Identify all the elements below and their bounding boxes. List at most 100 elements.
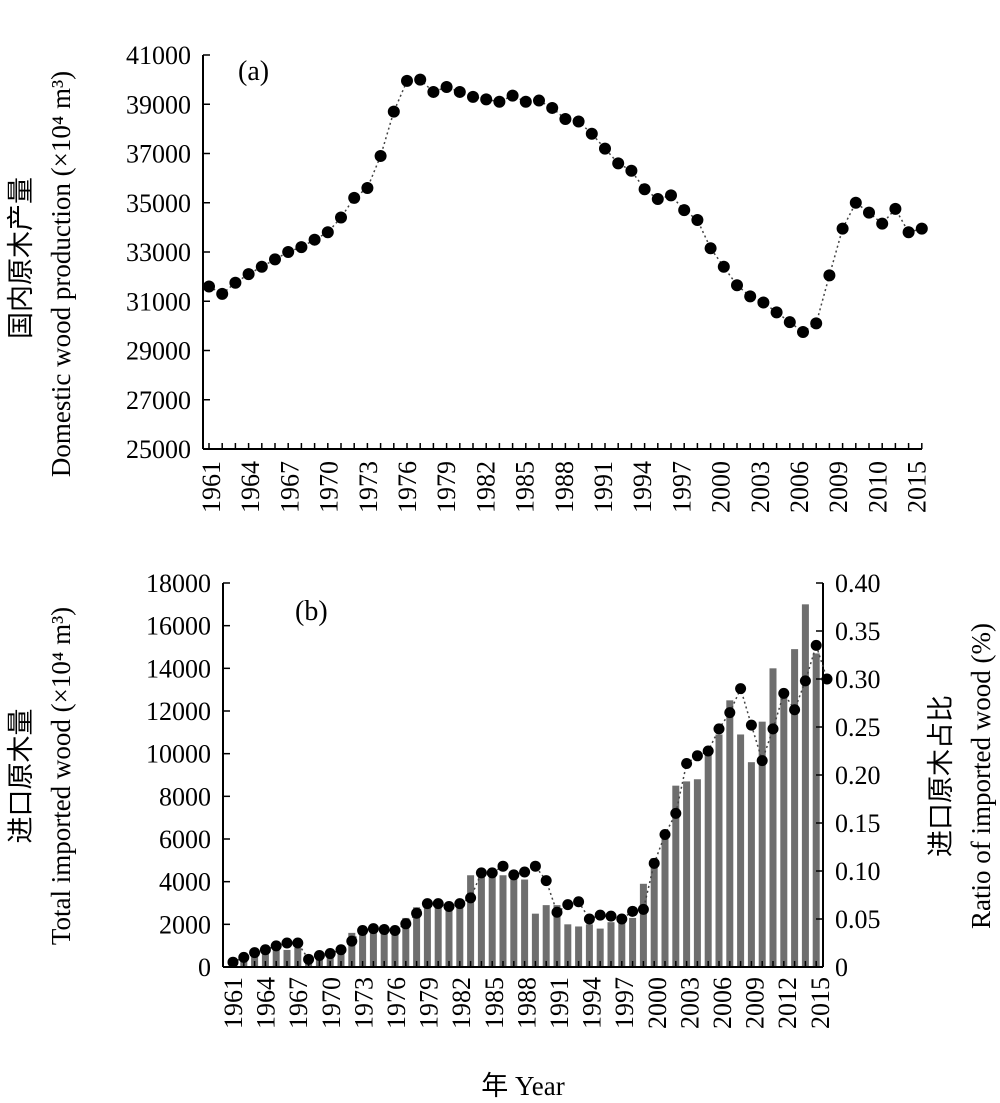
panel-b-y2tick-label: 0.40 [835, 569, 881, 598]
panel-b-bar [326, 952, 334, 967]
panel-a-ylabel: Domestic wood production (×10⁴ m³) [46, 71, 76, 477]
panel-a-data-point [374, 149, 387, 162]
panel-b-ratio-point [789, 704, 801, 716]
panel-b-bar [575, 926, 583, 967]
panel-b-xtick-label: 1985 [480, 977, 509, 1029]
panel-b-y2tick-label: 0.30 [835, 665, 881, 694]
panel-a-data-point [493, 95, 506, 108]
panel-b-bar [283, 949, 291, 967]
panel-b-ytick-label: 2000 [159, 910, 211, 939]
panel-a-xtick-label: 2003 [746, 461, 775, 513]
panel-b-ratio-point [756, 755, 768, 767]
panel-a-data-point [335, 211, 347, 224]
panel-b-xtick-label: 1979 [415, 977, 444, 1029]
panel-b-ratio-point [529, 860, 541, 872]
panel-b-ratio-point [357, 925, 369, 937]
panel-a-xtick-label: 2015 [903, 461, 932, 513]
panel-b-ratio-point [313, 949, 325, 961]
panel-b-bar [391, 926, 399, 967]
panel-b-xtick-label: 2006 [708, 977, 737, 1029]
panel-a-data-point [255, 260, 268, 273]
panel-b-xtick-label: 1976 [382, 977, 411, 1029]
panel-b-ratio-point [573, 896, 585, 908]
panel-b-bar [380, 932, 388, 967]
panel-b-ratio-point [465, 892, 477, 904]
panel-b-ratio-point [702, 745, 714, 757]
panel-b-bar [672, 785, 680, 967]
panel-b-bar [348, 932, 356, 967]
panel-b-ratio-point [627, 905, 639, 917]
panel-b-xtick-label: 1964 [252, 977, 281, 1029]
panel-b-bar [467, 875, 475, 967]
panel-a-data-point [440, 81, 453, 94]
panel-b-ratio-point [281, 937, 293, 949]
panel-a-xtick-label: 1961 [197, 461, 226, 513]
panel-a-data-point [229, 276, 242, 289]
panel-b-bar [726, 700, 734, 967]
panel-a-xtick-label: 1997 [667, 461, 696, 513]
panel-b-ratio-point [551, 906, 563, 918]
panel-b-ratio-point [681, 757, 693, 769]
panel-b-bar [596, 928, 604, 967]
panel-a-data-point [467, 90, 479, 103]
panel-a-label: (a) [238, 56, 269, 87]
panel-b-ratio-point [778, 687, 790, 699]
panel-b-bar [585, 924, 593, 967]
panel-b-ratio-point [367, 923, 379, 935]
panel-b-ytick-label: 18000 [146, 569, 211, 598]
panel-a-data-point [546, 101, 559, 114]
panel-b-bar [456, 900, 464, 967]
panel-b-bar [769, 668, 777, 967]
panel-b-y2tick-label: 0.35 [835, 617, 881, 646]
panel-a-data-point [599, 142, 611, 155]
panel-a-xtick-label: 2006 [785, 461, 814, 513]
panel-b-ratio-point [616, 913, 628, 925]
panel-b-bar [758, 721, 766, 967]
panel-a-data-point [427, 85, 440, 98]
panel-a-data-point [915, 222, 928, 235]
panel-b-bar [251, 954, 259, 967]
panel-b-imports-chart: 0 2000 4000 6000 8000 10000 12000 14000 16000 180… [6, 569, 996, 1101]
panel-b-bar [369, 930, 377, 967]
panel-b-ratio-point [324, 948, 336, 960]
panel-b-bar [445, 905, 453, 967]
panel-b-ratio-point [637, 903, 649, 915]
panel-b-ytick-label: 16000 [146, 612, 211, 641]
panel-a-data-point [889, 202, 902, 215]
panel-a-data-point [678, 204, 691, 217]
panel-a-data-point [308, 233, 321, 246]
panel-a-xtick-label: 1982 [471, 461, 500, 513]
panel-a-ytick-label: 31000 [126, 287, 191, 316]
panel-a-data-point [810, 317, 823, 330]
panel-a-xtick-label: 1979 [432, 461, 461, 513]
panel-b-xtick-label: 1988 [512, 977, 541, 1029]
panel-b-y2tick-label: 0.25 [835, 713, 881, 742]
panel-a-data-point [533, 94, 545, 107]
panel-b-ratio-point [519, 866, 531, 878]
panel-b-ytick-label: 0 [198, 953, 211, 982]
panel-b-bar [272, 949, 280, 967]
panel-b-ratio-point [303, 953, 315, 965]
panel-b-bar [693, 779, 701, 967]
panel-a-data-point [216, 287, 229, 300]
panel-b-ratio-point [735, 683, 747, 695]
panel-a-data-point [321, 226, 334, 239]
panel-b-xtick-label: 2000 [643, 977, 672, 1029]
panel-b-ratio-point [562, 899, 574, 911]
panel-b-bar [337, 945, 345, 967]
panel-b-bar [791, 649, 799, 967]
panel-a-data-point [863, 206, 875, 219]
panel-b-ratio-point [259, 944, 271, 956]
panel-a-ytick-label: 41000 [126, 41, 191, 70]
panel-a-data-point [480, 93, 493, 106]
panel-b-ratio-point [400, 918, 412, 930]
panel-b-ratio-point [249, 947, 261, 959]
panel-a-data-point [572, 115, 585, 128]
panel-a-ytick-label: 37000 [126, 140, 191, 169]
panel-b-label: (b) [295, 596, 328, 627]
panel-b-ytick-label: 10000 [146, 740, 211, 769]
panel-b-bar [704, 753, 712, 967]
panel-b-xtick-label: 1982 [447, 977, 476, 1029]
panel-a-data-point [361, 181, 374, 194]
panel-a-xtick-label: 1970 [315, 461, 344, 513]
